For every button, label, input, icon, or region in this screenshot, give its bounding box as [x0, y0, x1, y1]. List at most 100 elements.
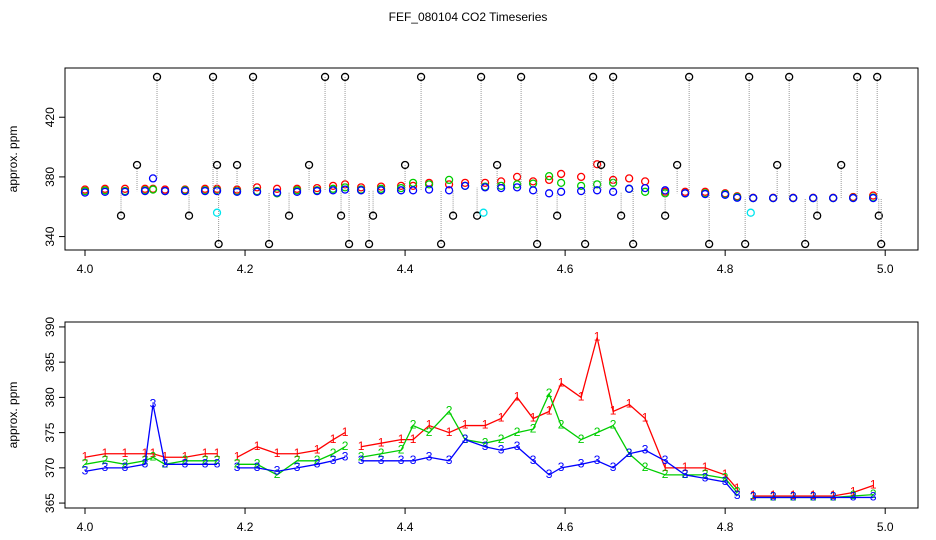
point-label: 1 [214, 446, 221, 460]
point-label: 2 [202, 453, 209, 467]
point-label: 3 [558, 460, 565, 474]
point-label: 1 [578, 390, 585, 404]
point [160, 186, 170, 196]
x-tick-label: 5.0 [877, 262, 894, 276]
point [120, 187, 130, 196]
point [746, 208, 755, 217]
point [745, 72, 754, 82]
point [616, 211, 626, 220]
point-label: 3 [274, 464, 281, 478]
point-label: 2 [790, 490, 797, 504]
point [200, 186, 210, 196]
point [544, 175, 554, 185]
point-label: 3 [682, 467, 689, 481]
point [368, 211, 378, 220]
point [472, 211, 482, 220]
point [212, 208, 222, 217]
point [556, 169, 566, 179]
point-label: 1 [558, 375, 565, 389]
point-label: 2 [702, 467, 709, 481]
point-label: 3 [770, 490, 777, 504]
point-label: 2 [426, 425, 433, 439]
point [424, 180, 434, 189]
point-label: 2 [378, 446, 385, 460]
point-label: 2 [214, 453, 221, 467]
point [741, 239, 750, 249]
point [344, 239, 354, 249]
point-label: 2 [682, 467, 689, 481]
point [100, 187, 110, 196]
point [608, 72, 618, 82]
point-label: 1 [462, 418, 469, 432]
x-tick-label: 4.2 [237, 520, 254, 534]
point [444, 186, 454, 195]
point-label: 2 [122, 456, 129, 470]
point [596, 160, 606, 170]
point [444, 180, 454, 189]
point-label: 3 [446, 453, 453, 467]
point [120, 184, 130, 193]
point [356, 183, 366, 192]
point-label: 1 [254, 439, 261, 453]
point-label: 1 [626, 397, 633, 411]
point-label: 3 [546, 467, 553, 481]
point-label: 1 [750, 488, 757, 502]
y-tick-label: 380 [43, 167, 57, 187]
point-label: 1 [482, 418, 489, 432]
point [496, 183, 506, 193]
point [680, 189, 690, 198]
point [328, 186, 338, 195]
point [408, 181, 418, 191]
plot-frame [64, 67, 919, 251]
point-label: 3 [610, 460, 617, 474]
point-label: 3 [398, 453, 405, 467]
point [576, 181, 586, 191]
point [132, 160, 142, 170]
point-label: 3 [254, 460, 261, 474]
point [556, 178, 566, 188]
y-axis-label: approx. ppm [6, 126, 20, 193]
point [592, 160, 602, 169]
point-label: 3 [626, 446, 633, 460]
point [292, 187, 302, 196]
point-label: 1 [610, 404, 617, 418]
point [544, 189, 554, 198]
point-label: 2 [642, 460, 649, 474]
point [829, 193, 838, 203]
point-label: 1 [342, 425, 349, 439]
point [809, 193, 818, 203]
point-label: 1 [426, 418, 433, 432]
point [556, 187, 566, 196]
point-label: 3 [122, 460, 129, 474]
y-tick-label: 370 [43, 458, 57, 478]
point [232, 160, 242, 170]
point [252, 187, 262, 196]
y-tick-label: 390 [43, 317, 57, 337]
point-label: 1 [642, 411, 649, 425]
point-label: 2 [514, 425, 521, 439]
point-label: 3 [102, 460, 109, 474]
y-tick-label: 380 [43, 387, 57, 407]
point-label: 1 [358, 439, 365, 453]
point [480, 183, 490, 192]
point-label: 3 [410, 453, 417, 467]
x-tick-label: 4.6 [557, 520, 574, 534]
point [184, 211, 194, 220]
point-label: 2 [610, 418, 617, 432]
y-axis-label: approx. ppm [6, 382, 20, 449]
point-label: 2 [294, 453, 301, 467]
point-label: 1 [770, 488, 777, 502]
point-label: 3 [830, 490, 837, 504]
point-label: 2 [330, 446, 337, 460]
point [873, 72, 882, 82]
point-label: 3 [330, 453, 337, 467]
point-label: 3 [162, 456, 169, 470]
point [444, 175, 454, 185]
point-label: 2 [462, 432, 469, 446]
point-label: 1 [446, 425, 453, 439]
point-label: 1 [682, 460, 689, 474]
x-tick-label: 4.4 [397, 520, 414, 534]
point-label: 2 [410, 418, 417, 432]
x-tick-label: 4.0 [77, 520, 94, 534]
point-label: 1 [150, 446, 157, 460]
